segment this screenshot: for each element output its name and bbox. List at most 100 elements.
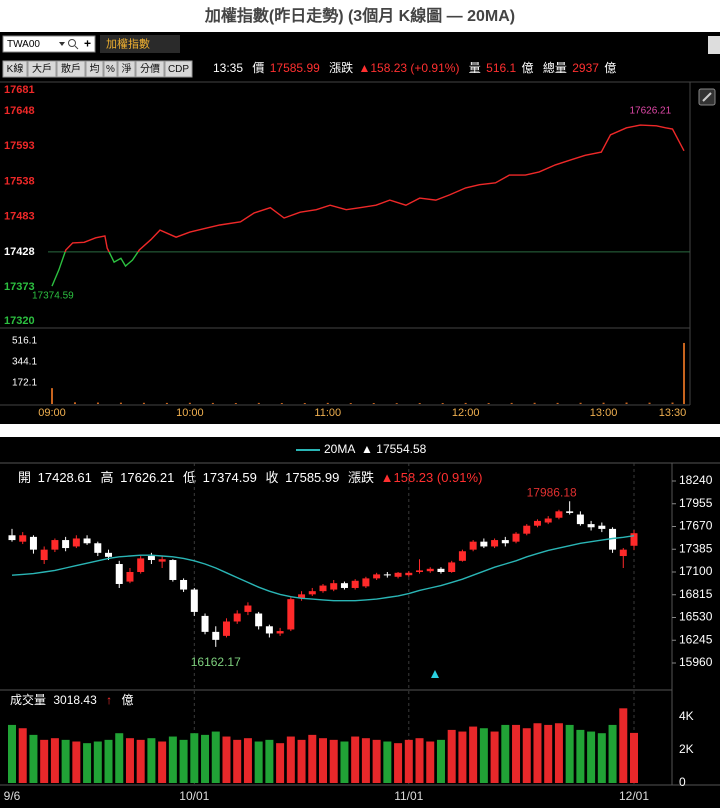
y-tick-label: 17320 xyxy=(4,315,35,327)
ohlc-label: 高 xyxy=(101,470,114,485)
ohlc-row: 開 17428.61 高 17626.21 低 17374.59 收 17585… xyxy=(18,470,482,485)
toolbar-button[interactable] xyxy=(27,60,57,78)
candle-body xyxy=(40,549,48,561)
volume-bar xyxy=(464,402,467,404)
volume-bar xyxy=(51,388,53,404)
quote-unit: 億 xyxy=(604,61,616,75)
search-icon[interactable] xyxy=(68,39,76,47)
volume-bar xyxy=(602,402,605,404)
quote-unit: 億 xyxy=(522,61,534,75)
max-label: 17626.21 xyxy=(629,106,671,117)
toolbar-button[interactable] xyxy=(103,60,118,78)
candle-body xyxy=(373,574,381,579)
candle-body xyxy=(265,626,273,634)
volume-bar xyxy=(222,736,231,783)
candle-body xyxy=(319,585,327,592)
x-tick-label: 9/6 xyxy=(4,789,21,803)
candle-body xyxy=(190,589,198,612)
volume-tick-label: 516.1 xyxy=(12,336,37,347)
quote-time: 13:35 xyxy=(213,61,243,75)
toolbar-button[interactable] xyxy=(135,60,165,78)
toolbar-button[interactable] xyxy=(85,60,104,78)
candle-body xyxy=(29,536,37,550)
volume-bar xyxy=(147,738,156,783)
min-label: 16162.17 xyxy=(191,655,241,669)
toolbar-button[interactable] xyxy=(56,60,86,78)
event-marker[interactable] xyxy=(431,670,439,678)
candle-body xyxy=(169,560,177,580)
candle-body xyxy=(298,594,306,599)
ohlc-value: 17374.59 xyxy=(203,470,257,485)
candle-body xyxy=(609,528,617,550)
y-tick-label: 16530 xyxy=(679,610,713,624)
candle-body xyxy=(62,540,70,549)
volume-bar xyxy=(165,402,168,404)
page-title: 加權指數(昨日走勢) (3個月 K線圖 — 20MA) xyxy=(204,6,515,25)
volume-bar xyxy=(404,739,413,783)
candle-body xyxy=(448,562,456,572)
candle-body xyxy=(405,572,413,576)
volume-bar xyxy=(303,403,306,404)
x-tick-label: 11/01 xyxy=(394,789,423,803)
volume-bar xyxy=(487,403,490,404)
ohlc-value: 17585.99 xyxy=(285,470,339,485)
price-line xyxy=(51,124,685,287)
add-button[interactable]: + xyxy=(84,37,91,51)
volume-bar xyxy=(441,403,444,404)
volume-bar xyxy=(73,402,76,404)
candle-body xyxy=(244,605,252,612)
candle-body xyxy=(158,559,166,562)
quote-label: 量 xyxy=(469,61,481,75)
y-tick-label: 17648 xyxy=(4,105,35,117)
volume-tick-label: 172.1 xyxy=(12,378,37,389)
quote-label: 漲跌 xyxy=(329,60,353,75)
candle-body xyxy=(351,580,359,588)
volume-bar xyxy=(554,723,563,783)
intraday-panel xyxy=(0,32,720,424)
volume-bar xyxy=(579,402,582,404)
volume-label: 成交量 xyxy=(10,692,46,707)
volume-bar xyxy=(265,739,274,783)
candle-body xyxy=(426,568,434,572)
legend-arrow: ▲ xyxy=(361,442,373,456)
candle-body xyxy=(555,511,563,518)
toolbar-button-label: 均 xyxy=(90,63,100,75)
volume-bar xyxy=(544,724,553,783)
volume-bar xyxy=(93,741,102,783)
legend-label: 20MA xyxy=(324,442,355,456)
quote-value: 516.1 xyxy=(486,61,516,75)
y-tick-label: 17670 xyxy=(679,519,713,533)
y-tick-label: 17385 xyxy=(679,541,713,555)
volume-bar xyxy=(211,731,220,783)
toolbar-button-label: 分價 xyxy=(140,62,160,75)
toolbar-button[interactable] xyxy=(2,60,28,78)
volume-bar xyxy=(83,743,92,783)
y-tick-label: 17483 xyxy=(4,211,35,223)
x-tick-label: 09:00 xyxy=(38,407,66,419)
volume-bar xyxy=(418,403,421,404)
volume-bar xyxy=(608,724,617,783)
toolbar-button[interactable] xyxy=(117,60,136,78)
candle-body xyxy=(19,535,27,542)
candle-body xyxy=(544,518,552,523)
volume-bar xyxy=(168,736,177,783)
volume-tick-label: 2K xyxy=(679,742,694,756)
volume-bar xyxy=(297,739,306,783)
candle-body xyxy=(72,538,80,547)
toolbar-button[interactable] xyxy=(164,60,193,78)
toolbar-button-label: 大戶 xyxy=(32,62,52,75)
volume-bar xyxy=(233,739,242,783)
volume-caption: 成交量 3018.43 ↑ 億 xyxy=(10,692,133,707)
ohlc-label: 開 xyxy=(18,470,31,485)
toolbar-button-label: 散戶 xyxy=(61,62,81,75)
candle-body xyxy=(576,514,584,525)
name-box xyxy=(100,35,180,53)
volume-bar xyxy=(372,739,381,783)
y-tick-label: 17681 xyxy=(4,84,35,96)
max-label: 17986.18 xyxy=(527,485,577,499)
ohlc-value: 17626.21 xyxy=(120,470,174,485)
corner-button[interactable] xyxy=(708,36,720,54)
dropdown-arrow[interactable] xyxy=(59,42,65,46)
toolbar-button-label: 淨 xyxy=(122,63,132,75)
volume-bar xyxy=(319,738,327,783)
